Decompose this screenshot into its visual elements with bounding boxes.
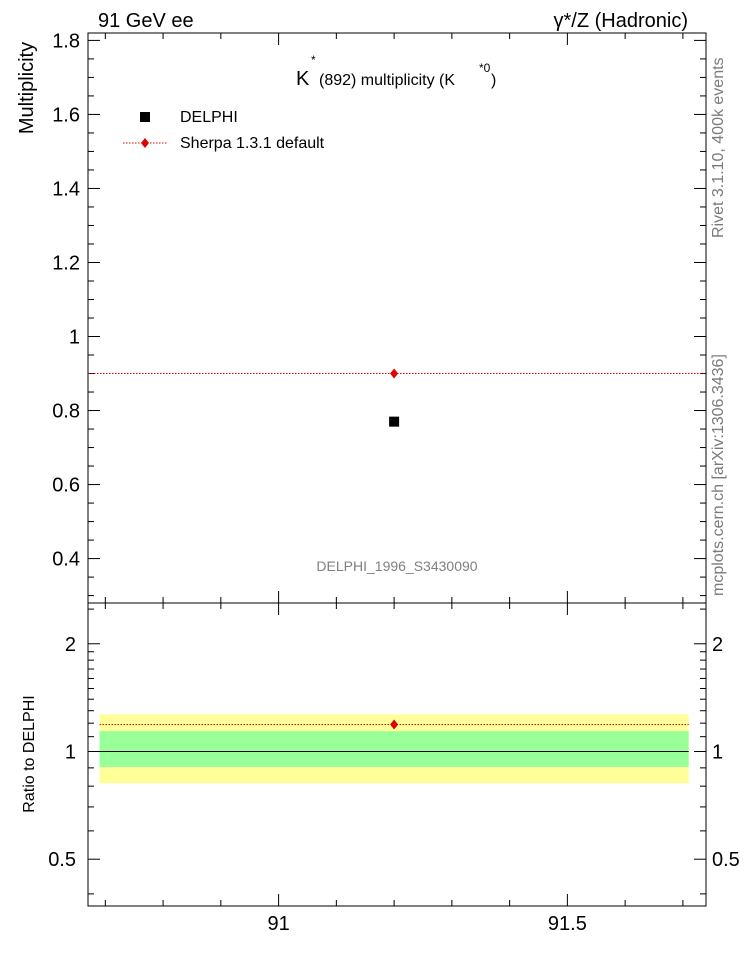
- ratio-x-tick-label: 91: [267, 913, 289, 935]
- main-y-tick-label: 0.4: [52, 549, 80, 571]
- main-y-tick-label: 1.6: [52, 104, 80, 126]
- plot-title-rest: (892) multiplicity (K: [319, 72, 455, 89]
- main-y-tick-label: 1.4: [52, 178, 80, 200]
- ratio-y-tick-label-right: 0.5: [712, 849, 740, 871]
- main-plot-panel: 0.40.60.811.21.41.61.8 Multiplicity K * …: [16, 30, 707, 604]
- plot-title-superscript: *: [311, 53, 316, 67]
- header-left: 91 GeV ee: [98, 10, 194, 32]
- ratio-band-inner: [99, 731, 689, 768]
- analysis-watermark: DELPHI_1996_S3430090: [316, 558, 477, 574]
- ratio-plot-frame: [87, 602, 707, 907]
- ratio-y-tick-label: 0.5: [48, 849, 76, 871]
- plot-title-main: K: [296, 68, 310, 90]
- main-series-layer: [88, 368, 706, 427]
- ratio-x-axis: 91 91.5: [104, 603, 684, 935]
- sherpa-ratio-point: [390, 719, 399, 730]
- plot-title-superscript-2: *0: [479, 61, 491, 75]
- legend-data-label: DELPHI: [180, 109, 238, 126]
- ratio-plot-panel: 0.5 0.5 1 1 2 2 91 91.5 Ratio to DELPHI: [21, 602, 740, 935]
- ratio-y-tick-label-right: 1: [712, 741, 723, 763]
- main-y-tick-label: 1.2: [52, 252, 80, 274]
- legend-mc-label: Sherpa 1.3.1 default: [180, 135, 325, 152]
- main-y-tick-label: 1.8: [52, 30, 80, 52]
- main-y-axis-label: Multiplicity: [16, 42, 38, 134]
- ratio-series-layer: [99, 719, 689, 730]
- ratio-y-axis-label: Ratio to DELPHI: [21, 695, 38, 812]
- mcplots-label: mcplots.cern.ch [arXiv:1306.3436]: [710, 354, 727, 596]
- main-x-axis-ticks: [104, 33, 684, 603]
- sherpa-mc-point: [390, 368, 399, 379]
- ratio-x-tick-label: 91.5: [548, 913, 587, 935]
- legend-data-marker: [140, 112, 150, 122]
- ratio-y-tick-label-right: 2: [712, 634, 723, 656]
- plot-title-end: ): [491, 72, 496, 89]
- ratio-y-tick-label: 1: [65, 741, 76, 763]
- delphi-data-point: [389, 416, 400, 427]
- main-y-axis: 0.4 0.6 0.8 1 1.2 1.4 1.6 1.8: [52, 30, 706, 597]
- ratio-y-axis: 0.5 0.5 1 1 2 2: [48, 608, 740, 895]
- header-right: γ*/Z (Hadronic): [554, 10, 688, 32]
- legend-mc-marker: [141, 138, 149, 148]
- main-y-tick-label: 0.6: [52, 475, 80, 497]
- main-y-tick-label: 0.8: [52, 401, 80, 423]
- rivet-version-label: Rivet 3.1.10, 400k events: [710, 57, 727, 238]
- ratio-y-tick-label: 2: [65, 634, 76, 656]
- main-y-tick-label: 1: [69, 327, 80, 349]
